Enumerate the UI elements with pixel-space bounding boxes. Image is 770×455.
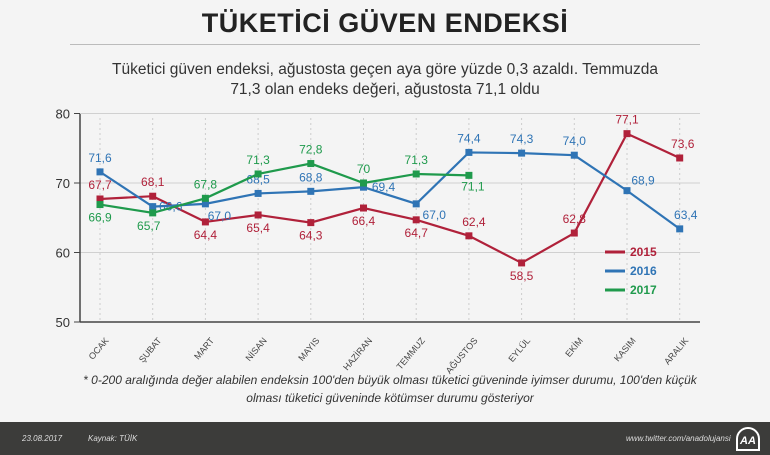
x-tick-label: ARALIK xyxy=(662,336,690,367)
data-point-2016 xyxy=(570,151,578,159)
data-point-2015 xyxy=(201,218,209,226)
data-label-2017: 70 xyxy=(357,162,371,176)
data-point-2016 xyxy=(623,187,631,195)
data-label-2017: 67,8 xyxy=(194,177,218,191)
footnote: * 0-200 aralığında değer alabilen endeks… xyxy=(83,373,697,405)
x-tick-label: EKİM xyxy=(563,336,585,359)
x-tick-label: EYLÜL xyxy=(506,336,532,364)
chart-subtitle: Tüketici güven endeksi, ağustosta geçen … xyxy=(112,61,658,98)
data-label-2017: 71,3 xyxy=(405,153,429,167)
data-label-2016: 71,6 xyxy=(88,151,112,165)
footer-source: Kaynak: TÜİK xyxy=(88,434,138,443)
data-point-2015 xyxy=(307,219,315,227)
legend-label-2015: 2015 xyxy=(630,245,657,259)
y-tick-label: 80 xyxy=(56,107,70,122)
data-point-2017 xyxy=(201,194,209,202)
data-point-2015 xyxy=(570,229,578,237)
data-label-2015: 67,7 xyxy=(88,178,112,192)
data-point-2015 xyxy=(254,211,262,219)
x-tick-label: TEMMUZ xyxy=(395,335,428,371)
data-point-2016 xyxy=(518,149,526,157)
data-label-2015: 64,4 xyxy=(194,228,218,242)
data-point-2016 xyxy=(307,187,315,195)
data-point-2015 xyxy=(149,192,157,200)
line-chart: 50 60 70 80 OCAK ŞUBAT MART NİSAN MAYIS HAZİRAN TE… xyxy=(56,107,700,376)
data-label-2015: 64,3 xyxy=(299,229,323,243)
data-label-2015: 77,1 xyxy=(615,113,639,127)
footer-bar: 23.08.2017 Kaynak: TÜİK www.twitter.com/… xyxy=(0,422,770,455)
data-point-2016 xyxy=(254,189,262,197)
data-point-2015 xyxy=(623,130,631,138)
data-point-2016 xyxy=(201,200,209,208)
data-point-2017 xyxy=(149,209,157,217)
data-point-2016 xyxy=(149,203,157,211)
x-tick-label: KASIM xyxy=(612,336,638,364)
data-point-2015 xyxy=(412,216,420,224)
legend-label-2016: 2016 xyxy=(630,264,657,278)
data-label-2016: 68,9 xyxy=(631,174,655,188)
data-label-2016: 63,4 xyxy=(674,208,698,222)
series-line-2016 xyxy=(99,151,681,230)
data-label-2016: 74,0 xyxy=(563,134,587,148)
data-label-2017: 66,9 xyxy=(88,211,112,225)
series-line-2017 xyxy=(99,162,469,215)
data-label-2015: 73,6 xyxy=(671,137,695,151)
x-tick-label: ŞUBAT xyxy=(137,335,164,364)
data-label-2015: 62,4 xyxy=(462,215,486,229)
data-label-2016: 68,8 xyxy=(299,170,323,184)
x-tick-label: AĞUSTOS xyxy=(444,336,480,376)
data-point-2015 xyxy=(465,232,473,240)
footer-twitter[interactable]: www.twitter.com/anadolujansi xyxy=(626,434,731,443)
data-label-2016: 67,0 xyxy=(208,209,232,223)
series-line-2015 xyxy=(99,132,681,265)
data-point-2015 xyxy=(518,259,526,267)
data-point-2016 xyxy=(412,200,420,208)
data-label-2016: 69,4 xyxy=(372,180,396,194)
data-label-2015: 65,4 xyxy=(246,221,270,235)
y-tick-label: 70 xyxy=(56,176,70,191)
x-tick-label: OCAK xyxy=(87,336,111,362)
x-tick-label: NİSAN xyxy=(243,336,268,364)
data-label-2015: 64,7 xyxy=(405,226,429,240)
x-tick-label: MAYIS xyxy=(296,336,321,363)
data-label-2017: 71,1 xyxy=(461,179,485,193)
data-label-2015: 68,1 xyxy=(141,175,165,189)
data-label-2017: 71,3 xyxy=(246,153,270,167)
data-label-2017: 72,8 xyxy=(299,143,323,157)
data-point-2016 xyxy=(96,168,104,176)
data-label-2015: 62,8 xyxy=(563,212,587,226)
title-divider xyxy=(70,44,700,45)
x-tick-label: MART xyxy=(192,335,216,361)
y-tick-label: 50 xyxy=(56,315,70,330)
data-label-2016: 74,4 xyxy=(457,131,481,145)
data-point-2017 xyxy=(96,201,104,209)
data-point-2016 xyxy=(465,148,473,156)
data-point-2015 xyxy=(360,204,367,212)
data-label-2016: 74,3 xyxy=(510,132,534,146)
data-label-2016: 67,0 xyxy=(423,208,447,222)
data-label-2017: 65,7 xyxy=(137,219,161,233)
footer-date: 23.08.2017 xyxy=(22,434,63,443)
data-point-2015 xyxy=(676,154,684,162)
chart-title: TÜKETİCİ GÜVEN ENDEKSİ xyxy=(201,8,569,38)
aa-logo: AA xyxy=(736,427,760,451)
data-point-2016 xyxy=(676,225,684,233)
data-point-2017 xyxy=(254,170,262,178)
data-point-2017 xyxy=(412,170,420,178)
data-point-2017 xyxy=(307,160,315,168)
data-label-2015: 58,5 xyxy=(510,269,534,283)
legend-label-2017: 2017 xyxy=(630,283,657,297)
data-point-2015 xyxy=(96,195,104,203)
data-point-2016 xyxy=(360,183,367,191)
x-tick-label: HAZİRAN xyxy=(341,336,374,373)
data-label-2015: 66,4 xyxy=(352,214,376,228)
data-point-2017 xyxy=(465,171,473,179)
data-point-2017 xyxy=(360,179,367,187)
y-tick-label: 60 xyxy=(56,246,70,261)
